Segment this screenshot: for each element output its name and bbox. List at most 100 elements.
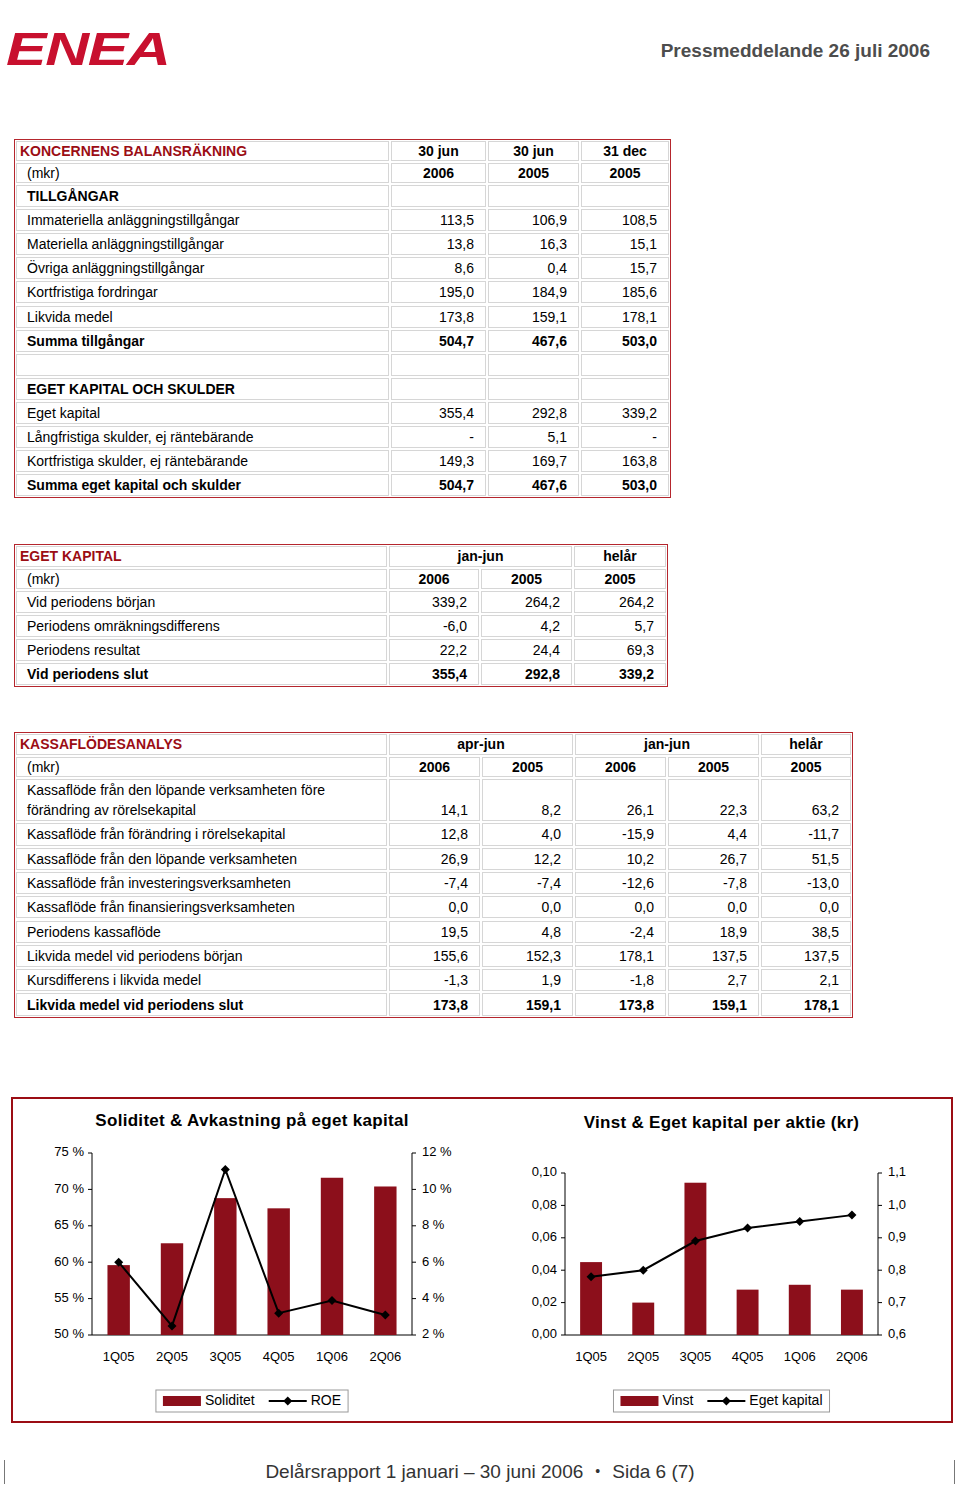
row-label: Likvida medel vid periodens slut: [16, 993, 387, 1015]
row-value: 26,1: [575, 779, 666, 821]
x-tick-label: 4Q05: [263, 1349, 295, 1364]
row-value: 13,8: [391, 233, 486, 255]
footer-page: Sida 6 (7): [612, 1461, 694, 1482]
row-label: Immateriella anläggningstillgångar: [16, 209, 389, 231]
y-tick: [88, 1298, 92, 1299]
row-value: 163,8: [581, 450, 669, 472]
legend-marker: [722, 1397, 731, 1406]
y-tick-label: 65 %: [54, 1217, 84, 1232]
y-tick: [88, 1153, 92, 1154]
legend-marker: [283, 1397, 292, 1406]
row-value: 185,6: [581, 281, 669, 303]
y-tick-label: 0,10: [532, 1164, 557, 1179]
bar: [684, 1183, 706, 1335]
y-tick: [561, 1237, 565, 1238]
row-value: 19,5: [389, 921, 480, 943]
empty-cell: [391, 185, 486, 207]
chart-title: Soliditet & Avkastning på eget kapital: [95, 1111, 408, 1130]
y-tick-label: 0,04: [532, 1262, 557, 1277]
y2-tick-label: 12 %: [422, 1144, 452, 1159]
empty-cell: [488, 185, 579, 207]
footer-separator: •: [595, 1463, 600, 1479]
row-value: 8,6: [391, 257, 486, 279]
legend-label: Eget kapital: [749, 1392, 822, 1408]
bar: [789, 1285, 811, 1335]
row-value: -7,4: [482, 872, 573, 894]
y-axis: [92, 1153, 93, 1335]
bar: [737, 1290, 759, 1335]
x-tick-label: 1Q06: [784, 1349, 816, 1364]
row-label: Kursdifferens i likvida medel: [16, 969, 387, 991]
spacer-cell: [488, 354, 579, 376]
y2-tick-label: 8 %: [422, 1217, 445, 1232]
y-tick: [561, 1173, 565, 1174]
marker: [639, 1266, 648, 1275]
marker: [274, 1309, 283, 1318]
row-value: 264,2: [574, 591, 666, 613]
bar: [841, 1290, 863, 1335]
row-label: Periodens resultat: [16, 639, 387, 661]
row-label: Kortfristiga skulder, ej räntebärande: [16, 450, 389, 472]
column-year: 2005: [761, 757, 851, 778]
row-value: -11,7: [761, 823, 851, 845]
table-title: EGET KAPITAL: [16, 546, 387, 567]
bar: [214, 1198, 236, 1335]
row-value: 503,0: [581, 474, 669, 496]
footer: Delårsrapport 1 januari – 30 juni 2006 • S…: [0, 1461, 960, 1483]
y2-tick-label: 2 %: [422, 1326, 445, 1341]
row-value: 15,7: [581, 257, 669, 279]
y-tick-label: 50 %: [54, 1326, 84, 1341]
row-value: 0,0: [575, 896, 666, 918]
row-value: 2,1: [761, 969, 851, 991]
row-value: 292,8: [481, 663, 572, 685]
legend: VinstEget kapital: [613, 1390, 829, 1412]
y2-tick: [878, 1237, 882, 1238]
row-label: Övriga anläggningstillgångar: [16, 257, 389, 279]
row-value: 51,5: [761, 848, 851, 870]
row-value: 504,7: [391, 330, 486, 352]
spacer-cell: [16, 354, 389, 376]
column-group: helår: [761, 734, 851, 755]
row-value: 178,1: [581, 306, 669, 328]
footer-text: Delårsrapport 1 januari – 30 juni 2006: [265, 1461, 583, 1482]
y2-tick: [878, 1173, 882, 1174]
row-value: 339,2: [574, 663, 666, 685]
y2-tick: [412, 1335, 416, 1336]
y-tick: [561, 1270, 565, 1271]
row-label: Periodens kassaflöde: [16, 921, 387, 943]
column-year: 2005: [481, 569, 572, 590]
x-tick-label: 3Q05: [680, 1349, 712, 1364]
row-label: Materiella anläggningstillgångar: [16, 233, 389, 255]
row-value: 173,8: [391, 306, 486, 328]
table-frame: [14, 732, 853, 1018]
spacer-cell: [581, 354, 669, 376]
marker: [743, 1224, 752, 1233]
row-value: 5,1: [488, 426, 579, 448]
chart-title: Vinst & Eget kapital per aktie (kr): [584, 1113, 860, 1132]
row-value: 0,4: [488, 257, 579, 279]
row-value: 339,2: [581, 402, 669, 424]
row-value: 184,9: [488, 281, 579, 303]
row-value: 292,8: [488, 402, 579, 424]
empty-cell: [581, 185, 669, 207]
row-value: 0,0: [668, 896, 759, 918]
empty-cell: [391, 378, 486, 400]
row-value: 178,1: [761, 993, 851, 1015]
y-tick: [88, 1262, 92, 1263]
row-label: Kassaflöde från den löpande verksamheten: [16, 848, 387, 870]
row-value: 63,2: [761, 779, 851, 821]
y-tick: [561, 1335, 565, 1336]
plot: [580, 1183, 863, 1335]
row-value: 26,9: [389, 848, 480, 870]
row-value: 12,8: [389, 823, 480, 845]
row-value: 467,6: [488, 330, 579, 352]
y-tick: [561, 1302, 565, 1303]
y-tick: [88, 1189, 92, 1190]
row-value: 18,9: [668, 921, 759, 943]
y2-tick-label: 0,9: [888, 1229, 906, 1244]
row-value: 152,3: [482, 945, 573, 967]
marker: [168, 1321, 177, 1330]
y2-tick: [412, 1262, 416, 1263]
column-group: helår: [574, 546, 666, 567]
row-label: Långfristiga skulder, ej räntebärande: [16, 426, 389, 448]
